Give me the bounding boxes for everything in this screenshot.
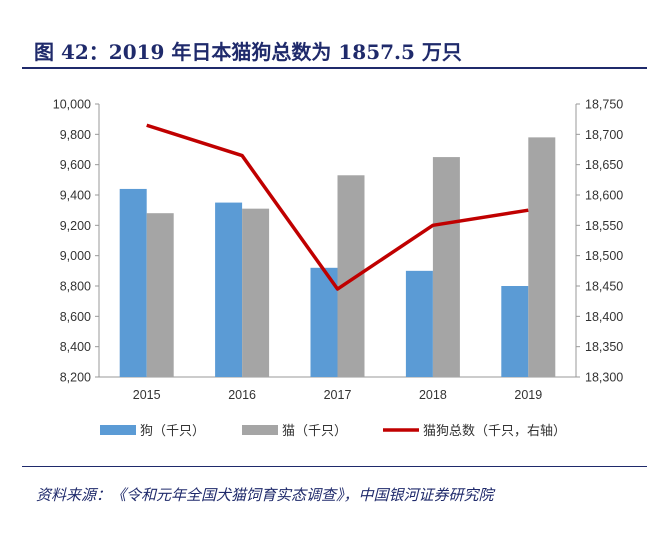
total-line — [146, 123, 529, 291]
right-tick-label: 18,650 — [585, 158, 623, 172]
right-y-axis: 18,300 18,350 18,400 18,450 18,500 18,550 18,6… — [575, 98, 623, 385]
right-tick-label: 18,550 — [585, 219, 623, 233]
legend-total-label: 猫狗总数（千只，右轴） — [423, 424, 566, 439]
source-note: 资料来源：《令和元年全国犬猫饲育实态调查》，中国银河证券研究院 — [36, 486, 494, 504]
right-tick-label: 18,350 — [585, 340, 623, 354]
left-tick-label: 8,200 — [60, 371, 91, 385]
x-tick-label: 2016 — [228, 388, 256, 402]
dog-bar — [501, 286, 529, 377]
dog-bar — [310, 267, 338, 377]
right-tick-label: 18,600 — [585, 189, 623, 203]
cat-bar — [432, 157, 460, 377]
dog-bar — [405, 270, 433, 377]
right-tick-label: 18,700 — [585, 128, 623, 142]
left-tick-label: 8,400 — [60, 340, 91, 354]
legend-dog-label: 狗（千只） — [140, 424, 205, 439]
legend-dog-swatch — [100, 425, 136, 435]
x-axis: 2015 2016 2017 2018 2019 — [99, 376, 576, 402]
cat-bar — [146, 213, 174, 377]
left-tick-label: 10,000 — [53, 98, 91, 112]
x-tick-label: 2019 — [514, 388, 542, 402]
right-tick-label: 18,400 — [585, 310, 623, 324]
chart-title: 图 42：2019 年日本猫狗总数为 1857.5 万只 — [34, 40, 462, 64]
x-tick-label: 2017 — [324, 388, 352, 402]
right-tick-label: 18,300 — [585, 371, 623, 385]
left-tick-label: 8,800 — [60, 280, 91, 294]
right-tick-label: 18,450 — [585, 280, 623, 294]
left-tick-label: 9,800 — [60, 128, 91, 142]
title-divider — [22, 67, 647, 69]
legend: 狗（千只） 猫（千只） 猫狗总数（千只，右轴） — [100, 424, 566, 439]
line-series — [146, 123, 529, 291]
cat-bar — [528, 137, 556, 377]
left-tick-label: 8,600 — [60, 310, 91, 324]
legend-cat-swatch — [242, 425, 278, 435]
left-y-axis: 8,200 8,400 8,600 8,800 9,000 9,200 9,400 9,600… — [53, 98, 100, 385]
right-tick-label: 18,500 — [585, 249, 623, 263]
legend-cat-label: 猫（千只） — [282, 424, 347, 439]
x-tick-label: 2018 — [419, 388, 447, 402]
left-tick-label: 9,400 — [60, 189, 91, 203]
cat-bar — [337, 175, 365, 377]
dog-bar — [215, 202, 243, 377]
left-tick-label: 9,200 — [60, 219, 91, 233]
bar-series — [119, 137, 556, 377]
source-divider — [22, 466, 647, 467]
right-tick-label: 18,750 — [585, 98, 623, 112]
left-tick-label: 9,000 — [60, 249, 91, 263]
cat-bar — [242, 208, 270, 377]
dog-bar — [119, 188, 147, 377]
x-tick-label: 2015 — [133, 388, 161, 402]
left-tick-label: 9,600 — [60, 158, 91, 172]
